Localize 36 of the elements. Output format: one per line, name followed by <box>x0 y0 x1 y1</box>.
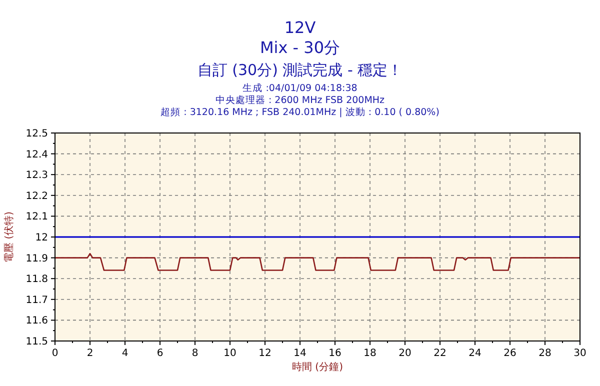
x-tick-label: 8 <box>192 348 198 359</box>
y-tick-label: 12.4 <box>26 149 48 160</box>
text: 自訂 (30分) 測試完成 - 穩定！ <box>197 61 403 79</box>
x-tick-label: 16 <box>328 348 342 359</box>
y-tick-label: 11.7 <box>26 294 48 306</box>
y-tick-label: 12.3 <box>26 170 48 182</box>
y-tick-label: 12 <box>35 232 48 244</box>
y-tick-label: 11.6 <box>26 316 48 327</box>
y-tick-label: 12.2 <box>26 190 48 202</box>
x-tick-label: 24 <box>468 348 482 359</box>
x-tick-label: 14 <box>294 348 306 359</box>
x-tick-label: 12 <box>258 348 272 359</box>
x-tick-label: 4 <box>122 348 128 359</box>
y-tick-label: 11.9 <box>26 253 48 264</box>
x-tick-label: 22 <box>434 348 446 359</box>
y-tick-label: 12.1 <box>26 212 48 223</box>
text: 中央處理器 : 2600 MHz FSB 200MHz <box>215 94 385 106</box>
line-series <box>54 252 581 271</box>
x-tick-label: 30 <box>574 348 586 359</box>
x-tick-label: 6 <box>156 348 164 359</box>
x-tick-label: 18 <box>364 348 376 359</box>
y-tick-label: 12.5 <box>26 128 48 140</box>
x-tick-label: 28 <box>538 348 552 359</box>
x-tick-label: 0 <box>52 348 58 359</box>
x-tick-label: 26 <box>504 348 516 359</box>
chart-title: 12V <box>284 18 316 37</box>
chart-subtitle: Mix - 30分 <box>260 38 340 57</box>
y-axis-title: 電壓 (伏特) <box>3 211 15 262</box>
text: 超頻 : 3120.16 MHz ; FSB 240.01MHz | 波動 : 0.10 ( 0.80%) <box>160 106 440 118</box>
x-tick-label: 20 <box>398 348 412 359</box>
x-axis-title: 時間 (分鐘) <box>292 361 344 373</box>
y-tick-label: 11.5 <box>26 336 48 348</box>
x-tick-label: 10 <box>224 348 236 359</box>
x-tick-label: 2 <box>86 348 94 359</box>
text: 生成 :04/01/09 04:18:38 <box>242 82 358 94</box>
y-tick-label: 11.8 <box>26 274 48 286</box>
